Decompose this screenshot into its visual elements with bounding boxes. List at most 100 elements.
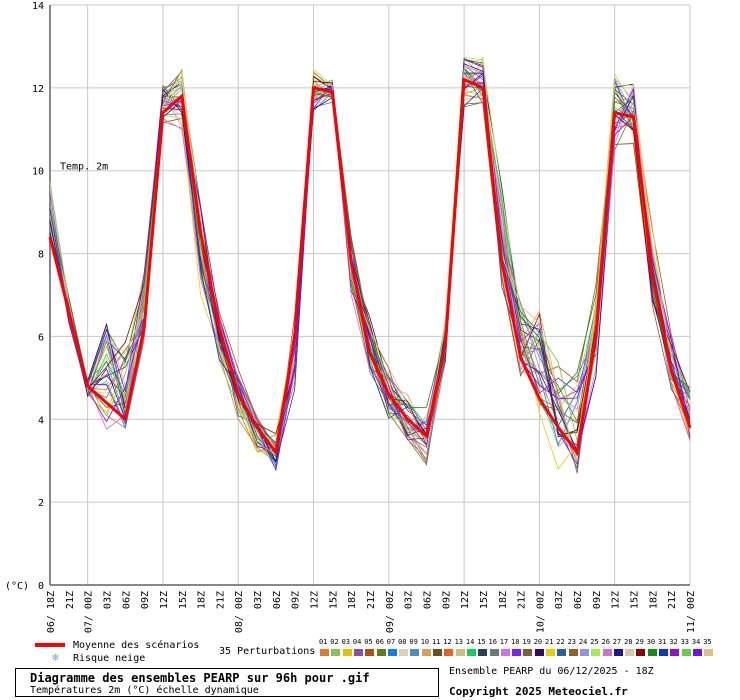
perturbation-legend-id: 09 <box>409 638 418 646</box>
perturbation-legend-swatch <box>455 649 465 656</box>
perturbation-legend-swatch <box>534 649 544 656</box>
perturbation-legend-swatch <box>320 649 329 656</box>
x-tick-label: 15Z <box>630 591 641 609</box>
x-tick-label: 12Z <box>310 591 321 609</box>
x-tick-label: 06Z <box>272 591 283 609</box>
x-tick-label: 09Z <box>592 591 603 609</box>
perturbation-legend-id: 30 <box>646 638 656 646</box>
y-tick-label: 2 <box>38 498 44 509</box>
perturbation-legend-swatch <box>410 649 420 656</box>
perturbation-legend-swatch <box>444 649 454 656</box>
perturbation-legend-swatch <box>387 649 397 656</box>
x-tick-label: 21Z <box>215 591 226 609</box>
x-tick-label: 12Z <box>611 591 622 609</box>
x-tick-label: 06/ 18Z <box>46 591 57 633</box>
perturbation-line-29 <box>49 58 691 444</box>
x-tick-label: 21Z <box>65 591 76 609</box>
chart-title: Diagramme des ensembles PEARP sur 96h po… <box>30 671 370 685</box>
perturbation-legend-swatch <box>489 649 499 656</box>
perturbation-legend-swatch <box>512 649 522 656</box>
perturbation-legend-swatch <box>602 649 612 656</box>
perturbation-legend-id: 25 <box>590 638 599 646</box>
perturbation-legend-swatch <box>523 649 533 656</box>
series-label: Temp. 2m <box>60 162 108 173</box>
perturbation-legend-id: 04 <box>352 638 362 646</box>
x-tick-label: 03Z <box>554 591 565 609</box>
perturbation-legend-swatch <box>636 649 646 656</box>
copyright: Copyright 2025 Meteociel.fr <box>449 685 628 698</box>
title-box: Diagramme des ensembles PEARP sur 96h po… <box>15 668 439 697</box>
perturbation-legend-id: 21 <box>545 638 554 646</box>
x-tick-label: 15Z <box>178 591 189 609</box>
snow-legend-label: Risque neige <box>73 653 146 664</box>
mean-legend-swatch <box>35 643 65 647</box>
perturbation-legend-id: 11 <box>432 638 441 646</box>
perturbation-legend-id: 27 <box>612 638 622 646</box>
perturbation-legend-swatch <box>478 649 488 656</box>
run-info: Ensemble PEARP du 06/12/2025 - 18Z <box>449 666 654 677</box>
perturbation-legend-id: 22 <box>556 638 565 646</box>
perturbation-legend-swatch <box>466 649 476 656</box>
x-tick-label: 09Z <box>441 591 452 609</box>
perturbation-legend-id: 15 <box>477 638 486 646</box>
perturbation-legend-id: 07 <box>386 638 396 646</box>
snowflake-icon: ❄ <box>52 651 59 664</box>
perturbation-legend-swatch <box>625 649 635 656</box>
perturbation-legend-swatch <box>692 649 702 656</box>
perturbation-legend-id: 26 <box>601 638 610 646</box>
x-tick-label: 03Z <box>102 591 113 609</box>
perturbation-legend-swatch <box>557 649 567 656</box>
perturbation-legend-swatch <box>365 649 375 656</box>
x-tick-label: 09/ 00Z <box>385 591 396 633</box>
perturbation-legend-id: 20 <box>533 638 543 646</box>
x-tick-label: 10/ 00Z <box>535 591 546 633</box>
perturbation-legend-id: 34 <box>691 638 701 646</box>
perturbation-legend-id: 29 <box>635 638 644 646</box>
perturbation-legend-swatch <box>500 649 510 656</box>
y-tick-label: 4 <box>38 415 44 426</box>
y-tick-label: 8 <box>38 250 44 261</box>
x-tick-label: 21Z <box>517 591 528 609</box>
y-tick-label: 14 <box>32 1 44 12</box>
perturbation-legend-id: 05 <box>364 638 373 646</box>
x-tick-label: 09Z <box>140 591 151 609</box>
chart-subtitle: Températures 2m (°C) échelle dynamique <box>30 685 259 696</box>
x-tick-label: 06Z <box>573 591 584 609</box>
y-tick-label: 10 <box>32 167 44 178</box>
perturbation-legend-id: 23 <box>567 638 577 646</box>
perturbation-line-10 <box>49 57 691 463</box>
perturbation-legend-swatch <box>681 649 691 656</box>
perturbation-legend-swatch <box>353 649 363 656</box>
perturbation-legend-id: 10 <box>420 638 430 646</box>
perturbation-legend-id: 17 <box>499 638 509 646</box>
perturbation-legend-swatch <box>399 649 409 656</box>
perturbation-legend-id: 33 <box>680 638 690 646</box>
x-tick-label: 07/ 00Z <box>84 591 95 633</box>
perturbation-legend-id: 06 <box>375 638 384 646</box>
x-tick-label: 21Z <box>667 591 678 609</box>
perturbation-legend-id: 14 <box>465 638 475 646</box>
perturbation-legend-id: 19 <box>522 638 531 646</box>
perturbation-legend-id: 31 <box>658 638 667 646</box>
x-tick-label: 18Z <box>648 591 659 609</box>
x-tick-label: 06Z <box>422 591 433 609</box>
perturbation-legend-swatch <box>670 649 680 656</box>
y-tick-label: 0 <box>38 581 44 592</box>
perturbation-legend-swatch <box>331 649 341 656</box>
perturbation-legend-id: 13 <box>454 638 464 646</box>
perturbation-legend-id: 16 <box>488 638 497 646</box>
perturbation-legend-swatch <box>579 649 589 656</box>
perturbation-legend-id: 35 <box>703 638 712 646</box>
mean-legend-label: Moyenne des scénarios <box>73 640 200 651</box>
perturbation-legend-id: 18 <box>511 638 520 646</box>
x-tick-label: 09Z <box>291 591 302 609</box>
x-tick-label: 15Z <box>328 591 339 609</box>
perturbation-legend-id: 12 <box>443 638 452 646</box>
perturbation-legend-swatch <box>421 649 431 656</box>
mean-line <box>48 77 692 457</box>
perturbation-legend-id: 28 <box>624 638 633 646</box>
perturbation-legend-swatch <box>659 649 668 656</box>
perturbation-legend-swatch <box>342 649 352 656</box>
y-tick-label: 6 <box>38 332 44 343</box>
